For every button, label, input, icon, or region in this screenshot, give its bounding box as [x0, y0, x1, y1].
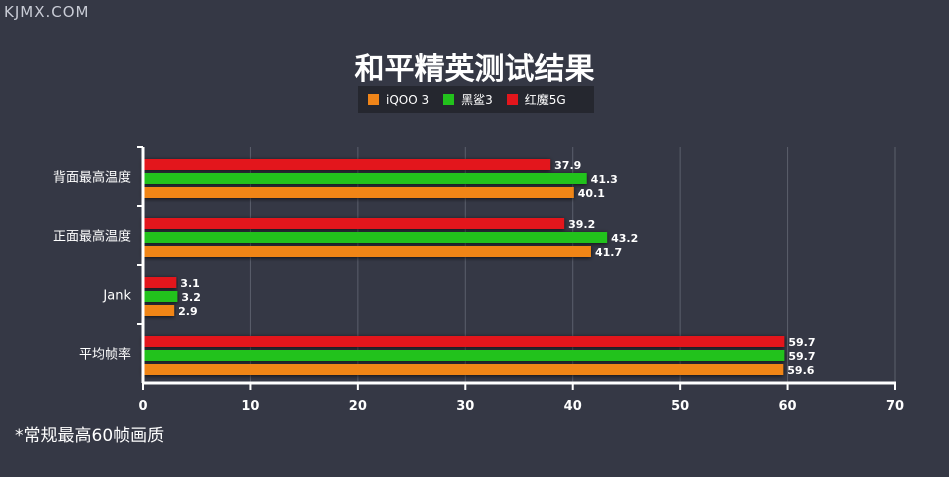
x-tick-label-30: 30 [456, 399, 474, 414]
bar-2-2 [143, 277, 177, 288]
bar-3-0 [143, 364, 784, 375]
bar-0-0 [143, 187, 574, 198]
value-label-0-2: 37.9 [554, 159, 581, 172]
legend-label-iqoo3: iQOO 3 [386, 92, 430, 107]
legend-item-redmagic5g: 红魔5G [506, 91, 566, 108]
value-label-1-2: 39.2 [568, 218, 595, 231]
bar-0-1 [143, 173, 587, 184]
value-label-3-0: 59.6 [787, 364, 814, 377]
watermark: KJMX.COM [4, 3, 90, 21]
bars [143, 159, 785, 375]
legend-swatch-blackshark3 [443, 94, 455, 105]
legend-swatch-redmagic5g [506, 94, 518, 105]
category-label-1: 正面最高温度 [53, 229, 131, 245]
value-label-3-2: 59.7 [788, 336, 815, 349]
value-label-1-1: 43.2 [611, 232, 638, 245]
x-tick-label-50: 50 [671, 399, 689, 414]
legend-swatch-iqoo3 [368, 94, 379, 105]
value-label-0-1: 41.3 [591, 173, 618, 186]
legend-item-iqoo3: iQOO 3 [368, 93, 429, 107]
bar-1-2 [143, 218, 565, 229]
legend: iQOO 3 黑鲨3 红魔5G [358, 86, 594, 113]
axes [137, 146, 896, 390]
bar-0-2 [143, 159, 551, 170]
bar-3-1 [143, 350, 785, 361]
value-label-1-0: 41.7 [595, 246, 622, 259]
x-tick-label-20: 20 [349, 399, 367, 414]
x-tick-label-0: 0 [138, 399, 147, 414]
value-label-3-1: 59.7 [788, 350, 815, 363]
bar-2-1 [143, 291, 178, 302]
category-label-3: 平均帧率 [79, 347, 131, 363]
legend-label-blackshark3: 黑鲨3 [461, 93, 493, 107]
x-tick-label-40: 40 [564, 399, 582, 414]
value-label-2-2: 3.1 [180, 277, 200, 290]
bar-1-1 [143, 232, 608, 243]
bar-2-0 [143, 305, 175, 316]
value-label-2-0: 2.9 [178, 305, 198, 318]
value-label-0-0: 40.1 [578, 187, 605, 200]
footnote: *常规最高60帧画质 [15, 426, 165, 446]
x-tick-label-10: 10 [241, 399, 259, 414]
bar-1-0 [143, 246, 591, 257]
category-label-0: 背面最高温度 [53, 170, 131, 186]
chart-title: 和平精英测试结果 [354, 52, 595, 87]
bar-3-2 [143, 336, 785, 347]
category-label-2: Jank [102, 289, 131, 304]
labels: 37.941.340.1背面最高温度39.243.241.7正面最高温度3.13… [53, 159, 904, 414]
legend-item-blackshark3: 黑鲨3 [443, 91, 493, 108]
legend-label-redmagic5g: 红魔5G [524, 93, 566, 107]
x-tick-label-60: 60 [779, 399, 797, 414]
value-label-2-1: 3.2 [181, 291, 201, 304]
x-tick-label-70: 70 [886, 399, 904, 414]
